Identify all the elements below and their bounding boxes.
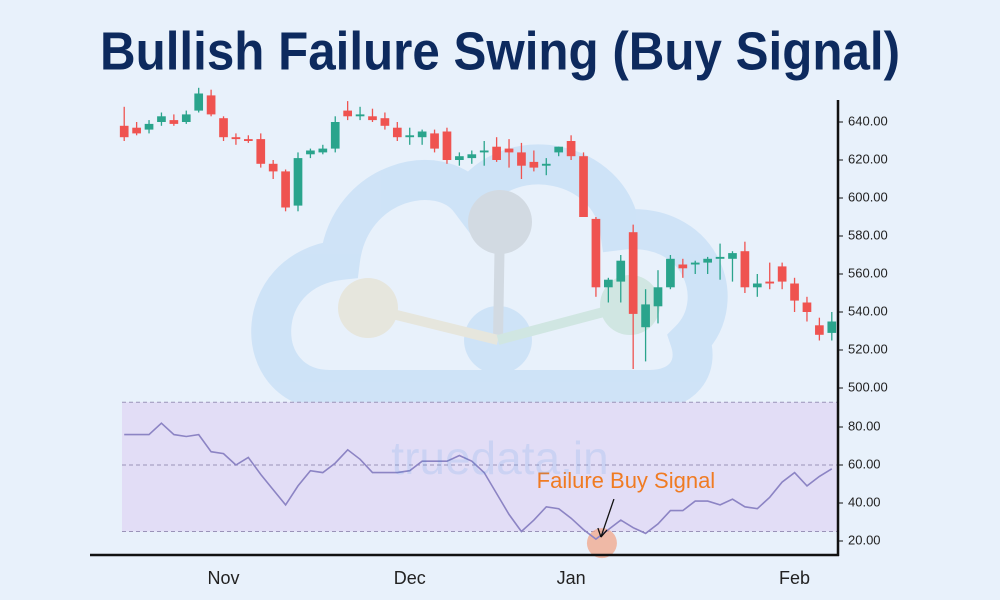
candle-body: [653, 287, 663, 307]
y-tick-label: 560.00: [848, 265, 888, 280]
candle-body: [740, 251, 750, 288]
y-tick-label: 500.00: [848, 379, 888, 394]
annotation-arrowhead: [597, 527, 608, 538]
candle-body: [293, 158, 303, 206]
y-tick-label: 60.00: [848, 456, 881, 471]
candle-body: [666, 258, 675, 288]
watermark: truedata.in: [391, 432, 608, 484]
y-tick-label: 640.00: [848, 113, 888, 128]
x-tick-label: Nov: [208, 568, 240, 588]
candle-body: [405, 135, 415, 138]
y-tick-label: 540.00: [848, 303, 888, 318]
candle-body: [169, 120, 179, 124]
candle-body: [815, 325, 824, 335]
candle-body: [306, 150, 315, 155]
candle-body: [318, 148, 328, 153]
x-tick-label: Dec: [394, 568, 426, 588]
candle-body: [132, 127, 141, 134]
rsi-panel: 20.00 40.00 60.00 80.00 Failure Buy Signal: [122, 401, 881, 559]
candle-body: [219, 118, 228, 138]
candle-body: [194, 93, 204, 111]
y-tick-label: 20.00: [848, 532, 881, 547]
candle-body: [566, 141, 576, 157]
rsi-band: [122, 402, 838, 532]
y-tick-label: 40.00: [848, 494, 881, 509]
candle-body: [380, 118, 390, 126]
candle-body: [641, 304, 650, 328]
annotation: Failure Buy Signal: [537, 468, 716, 493]
y-tick-label: 80.00: [848, 418, 881, 433]
candle-body: [765, 281, 775, 284]
candle-body: [157, 116, 166, 122]
candle-body: [479, 150, 489, 153]
candle-body: [330, 122, 340, 149]
candle-body: [504, 148, 514, 153]
candle-body: [467, 154, 477, 159]
y-tick-label: 520.00: [848, 341, 888, 356]
annotation-arrow: [600, 498, 615, 538]
candle-body: [591, 218, 601, 288]
y-tick-label: 580.00: [848, 227, 888, 242]
x-tick-label: Jan: [557, 568, 586, 588]
candle-body: [541, 163, 551, 166]
candle-body: [181, 114, 191, 122]
candle-body: [715, 256, 725, 259]
candle-body: [616, 260, 626, 282]
candle-body: [392, 127, 402, 138]
candle-body: [517, 152, 526, 166]
candle-body: [231, 137, 241, 140]
price-panel: 500.00 520.00 540.00 560.00 580.00 600.00 620.…: [119, 87, 888, 588]
candle-body: [554, 146, 564, 153]
candle-body: [777, 266, 787, 282]
candle-body: [703, 258, 712, 263]
candle-body: [355, 114, 365, 117]
candle-body: [244, 139, 253, 141]
candle-body: [206, 95, 216, 115]
candle-body: [281, 171, 290, 208]
candle-body: [268, 163, 278, 172]
candle-body: [256, 139, 266, 164]
candle-body: [579, 156, 588, 217]
candle-body: [119, 125, 129, 138]
candle-body: [802, 302, 812, 312]
candle-body: [529, 161, 539, 168]
candle-body: [417, 131, 427, 138]
candle-body: [455, 156, 464, 160]
rsi-line: [124, 422, 833, 541]
candle-body: [343, 110, 352, 117]
candle-body: [144, 123, 154, 130]
candle-body: [368, 116, 377, 121]
candle-body: [728, 253, 737, 259]
signal-marker: [586, 528, 617, 559]
candle-body: [492, 146, 501, 160]
chart-title: Bullish Failure Swing (Buy Signal): [100, 21, 900, 81]
candle-body: [604, 279, 613, 288]
candle-body: [678, 264, 688, 269]
candle-body: [690, 262, 700, 265]
candle-body: [430, 133, 439, 149]
candle-body: [628, 232, 638, 314]
candle-body: [752, 283, 762, 288]
y-tick-label: 620.00: [848, 151, 888, 166]
candle-body: [442, 131, 452, 160]
x-tick-label: Feb: [779, 568, 810, 588]
candle-body: [790, 283, 799, 301]
y-tick-label: 600.00: [848, 189, 888, 204]
watermark-logo: [251, 144, 728, 410]
candle-body: [827, 321, 837, 333]
